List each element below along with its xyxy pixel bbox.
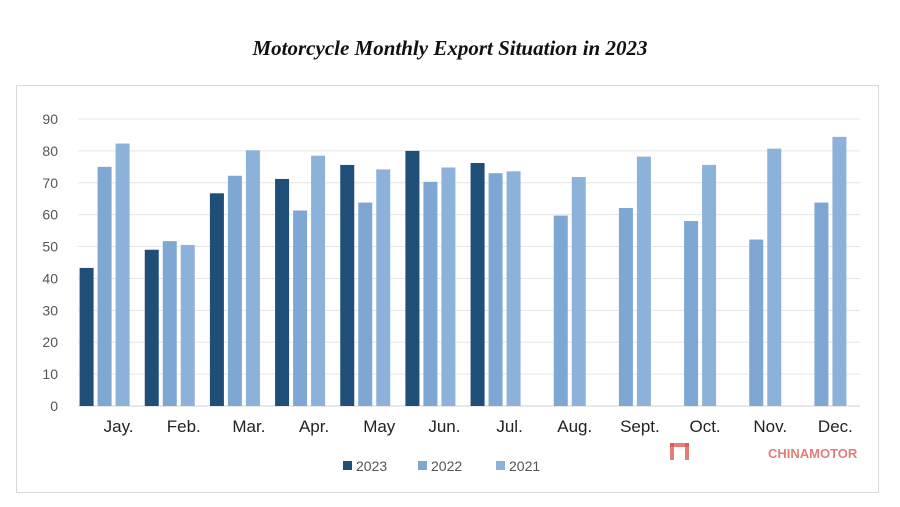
x-tick-label: Nov. [753,417,787,436]
x-tick-label: Jay. [104,417,134,436]
bar-2023 [275,178,290,406]
bar-2022 [227,175,242,406]
bar-2021 [245,150,260,406]
y-tick-label: 50 [42,239,58,255]
y-tick-label: 30 [42,302,58,318]
bar-2022 [423,181,438,406]
bar-2021 [571,177,586,406]
watermark-logo: CHINAMOTOR [670,443,858,461]
bar-2022 [358,202,373,406]
bar-2021 [702,164,717,406]
bar-2021 [767,148,782,406]
y-tick-label: 0 [50,398,58,414]
bar-2022 [684,221,699,406]
x-tick-label: Mar. [232,417,265,436]
x-tick-label: Feb. [167,417,201,436]
bar-2023 [79,267,94,406]
legend-label: 2023 [356,458,387,474]
bar-2022 [162,241,177,406]
bar-2021 [180,244,195,406]
bar-2021 [115,143,130,406]
bar-2022 [293,210,308,406]
y-tick-label: 70 [42,175,58,191]
bar-2023 [405,150,420,406]
y-tick-label: 10 [42,366,58,382]
x-tick-label: May [363,417,396,436]
x-tick-label: Jul. [496,417,522,436]
x-tick-label: Sept. [620,417,660,436]
legend-label: 2021 [509,458,540,474]
bar-2023 [340,164,355,406]
x-tick-label: Oct. [689,417,720,436]
bar-2022 [749,239,764,406]
bar-2021 [832,136,847,406]
x-tick-label: Aug. [557,417,592,436]
chart-title: Motorcycle Monthly Export Situation in 2… [252,36,648,60]
chart-frame [16,85,879,493]
bar-2022 [618,207,633,406]
bar-2023 [470,163,485,406]
bar-2021 [376,169,391,406]
bar-2021 [636,156,651,406]
x-tick-label: Jun. [428,417,460,436]
bar-2022 [97,166,112,406]
bar-2021 [311,155,326,406]
legend-swatch [343,461,352,470]
x-tick-label: Dec. [818,417,853,436]
y-tick-label: 80 [42,143,58,159]
x-tick-label: Apr. [299,417,329,436]
watermark-text: CHINAMOTOR [768,446,858,461]
legend-label: 2022 [431,458,462,474]
y-tick-label: 90 [42,111,58,127]
legend-swatch [496,461,505,470]
legend-swatch [418,461,427,470]
bar-2022 [814,202,829,406]
bar-2022 [488,173,503,406]
y-tick-label: 60 [42,207,58,223]
bar-2023 [144,249,159,406]
bar-2021 [506,171,521,406]
bar-2022 [553,215,568,406]
bar-2023 [209,193,224,406]
y-tick-label: 20 [42,334,58,350]
y-tick-label: 40 [42,270,58,286]
bar-2021 [441,167,456,406]
